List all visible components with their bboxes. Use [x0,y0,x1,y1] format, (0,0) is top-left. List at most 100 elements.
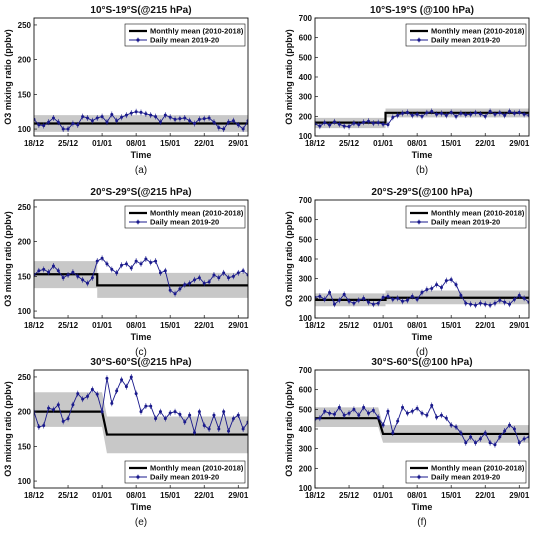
daily-mean-point [430,403,434,407]
daily-mean-point [435,415,439,419]
daily-mean-point [376,301,380,305]
x-tick-label: 22/01 [475,139,496,148]
y-tick-label: 300 [299,445,313,454]
daily-mean-point [396,296,400,300]
daily-mean-point [168,288,172,292]
y-tick-label: 300 [299,93,313,102]
daily-mean-point [469,112,473,116]
daily-mean-point [47,120,51,124]
y-tick-label: 400 [299,255,313,264]
daily-mean-point [178,117,182,121]
panel-title: 10°S-19°S(@215 hPa) [90,5,191,16]
daily-mean-point [188,281,192,285]
daily-mean-point [493,301,497,305]
daily-mean-point [459,431,463,435]
daily-mean-point [464,113,468,117]
daily-mean-point [381,122,385,126]
daily-mean-point [129,111,133,115]
legend-entry-monthly: Monthly mean (2010-2018) [150,209,244,218]
daily-mean-point [81,115,85,119]
legend-entry-daily: Daily mean 2019-20 [150,218,219,227]
y-tick-label: 700 [299,14,313,23]
daily-mean-point [337,298,341,302]
daily-mean-point [454,425,458,429]
daily-mean-point [415,112,419,116]
x-tick-label: 08/01 [407,139,428,148]
daily-mean-point [328,411,332,415]
daily-mean-point [81,397,85,401]
daily-mean-point [425,287,429,291]
daily-mean-point [217,427,221,431]
daily-mean-point [347,411,351,415]
daily-mean-point [401,111,405,115]
x-tick-label: 18/12 [305,321,326,330]
y-tick-label: 200 [18,238,32,247]
daily-mean-point [105,262,109,266]
daily-mean-point [435,112,439,116]
legend-entry-monthly: Monthly mean (2010-2018) [431,464,525,473]
x-tick-label: 01/01 [373,139,394,148]
daily-mean-point [158,120,162,124]
y-tick-label: 200 [18,408,32,417]
x-axis-label: Time [131,150,152,160]
daily-mean-point [454,283,458,287]
y-tick-label: 100 [18,477,32,486]
daily-mean-point [478,437,482,441]
daily-mean-point [115,271,119,275]
daily-mean-point [376,121,380,125]
daily-mean-point [401,405,405,409]
daily-mean-point [347,299,351,303]
legend-box [405,205,527,229]
x-tick-label: 25/12 [58,321,79,330]
daily-mean-point [231,119,235,123]
daily-mean-point [163,417,167,421]
daily-mean-point [95,392,99,396]
daily-mean-point [493,112,497,116]
x-tick-label: 01/01 [92,491,113,500]
daily-mean-point [405,298,409,302]
legend-entry-daily: Daily mean 2019-20 [431,218,500,227]
y-tick-label: 700 [299,366,313,375]
daily-mean-point [222,271,226,275]
daily-mean-point [488,441,492,445]
daily-mean-point [86,281,89,285]
daily-mean-point [227,120,231,124]
daily-mean-point [391,431,395,435]
daily-mean-point [188,413,192,417]
x-tick-label: 15/01 [441,139,462,148]
plot-area [34,255,248,298]
daily-mean-point [202,281,206,285]
daily-mean-point [86,394,89,398]
x-tick-label: 22/01 [194,139,215,148]
daily-mean-point [110,401,114,405]
monthly-mean-line [315,296,529,302]
x-tick-label: 18/12 [305,491,326,500]
daily-mean-point [188,119,192,123]
x-tick-label: 08/01 [407,321,428,330]
y-axis-label: O3 mixing ratio (ppbv) [284,381,294,477]
daily-mean-point [444,113,448,117]
legend: Monthly mean (2010-2018)Daily mean 2019-… [405,23,527,47]
daily-mean-point [449,278,453,282]
daily-mean-point [110,267,114,271]
y-tick-label: 200 [18,56,32,65]
legend-swatch-daily-marker [417,475,421,479]
daily-mean-point [381,423,385,427]
daily-mean-point [483,431,487,435]
daily-mean-point [512,427,516,431]
daily-mean-point [522,437,526,441]
x-tick-label: 15/01 [441,321,462,330]
daily-mean-point [202,424,206,428]
y-tick-label: 700 [299,196,313,205]
daily-mean-point [120,378,124,382]
daily-mean-point [105,120,109,124]
daily-mean-point [183,420,187,424]
y-tick-label: 100 [299,484,313,493]
daily-mean-point [129,375,133,379]
daily-mean-point [362,405,366,409]
y-tick-label: 100 [299,132,313,141]
legend-box [124,460,246,484]
y-tick-label: 200 [299,112,313,121]
daily-mean-point [449,110,453,114]
